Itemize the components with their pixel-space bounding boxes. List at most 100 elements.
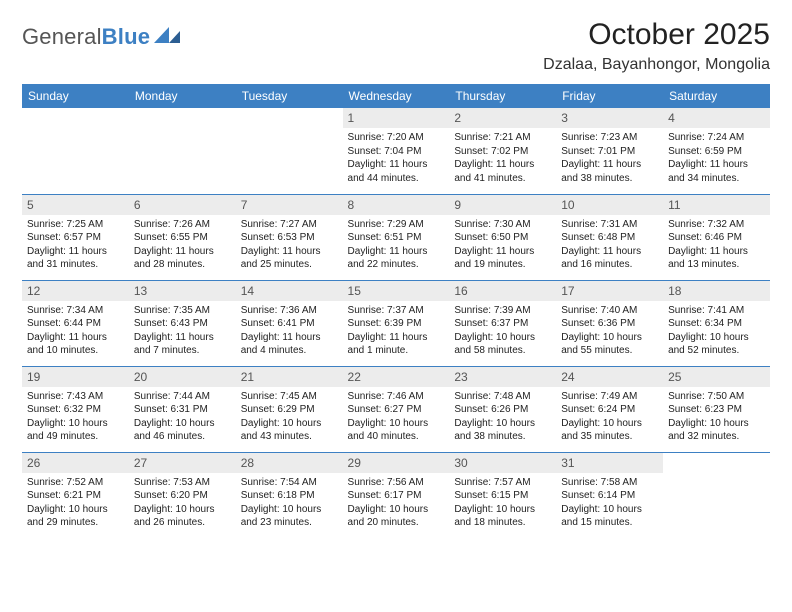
day-body: Sunrise: 7:24 AMSunset: 6:59 PMDaylight:… — [663, 128, 770, 189]
calendar-cell — [236, 108, 343, 194]
sunrise-line: Sunrise: 7:24 AM — [668, 131, 765, 145]
calendar-cell: 24Sunrise: 7:49 AMSunset: 6:24 PMDayligh… — [556, 366, 663, 452]
day-header: Tuesday — [236, 84, 343, 108]
sunset-line: Sunset: 7:01 PM — [561, 145, 658, 159]
sunrise-line: Sunrise: 7:52 AM — [27, 476, 124, 490]
calendar-cell: 25Sunrise: 7:50 AMSunset: 6:23 PMDayligh… — [663, 366, 770, 452]
daylight-line: Daylight: 10 hours and 38 minutes. — [454, 417, 551, 444]
daylight-line: Daylight: 11 hours and 19 minutes. — [454, 245, 551, 272]
day-number: 4 — [663, 108, 770, 128]
sunrise-line: Sunrise: 7:29 AM — [348, 218, 445, 232]
day-body: Sunrise: 7:35 AMSunset: 6:43 PMDaylight:… — [129, 301, 236, 362]
sunrise-line: Sunrise: 7:30 AM — [454, 218, 551, 232]
sunrise-line: Sunrise: 7:41 AM — [668, 304, 765, 318]
calendar-cell: 6Sunrise: 7:26 AMSunset: 6:55 PMDaylight… — [129, 194, 236, 280]
title-block: October 2025 Dzalaa, Bayanhongor, Mongol… — [543, 18, 770, 74]
calendar-cell — [22, 108, 129, 194]
day-body: Sunrise: 7:44 AMSunset: 6:31 PMDaylight:… — [129, 387, 236, 448]
day-header: Sunday — [22, 84, 129, 108]
daylight-line: Daylight: 11 hours and 38 minutes. — [561, 158, 658, 185]
calendar-cell: 30Sunrise: 7:57 AMSunset: 6:15 PMDayligh… — [449, 452, 556, 538]
day-body: Sunrise: 7:23 AMSunset: 7:01 PMDaylight:… — [556, 128, 663, 189]
day-body: Sunrise: 7:29 AMSunset: 6:51 PMDaylight:… — [343, 215, 450, 276]
day-number: 11 — [663, 195, 770, 215]
day-number: 8 — [343, 195, 450, 215]
day-body: Sunrise: 7:45 AMSunset: 6:29 PMDaylight:… — [236, 387, 343, 448]
daylight-line: Daylight: 10 hours and 26 minutes. — [134, 503, 231, 530]
calendar-cell — [129, 108, 236, 194]
sunrise-line: Sunrise: 7:21 AM — [454, 131, 551, 145]
daylight-line: Daylight: 11 hours and 25 minutes. — [241, 245, 338, 272]
daylight-line: Daylight: 10 hours and 52 minutes. — [668, 331, 765, 358]
daylight-line: Daylight: 11 hours and 34 minutes. — [668, 158, 765, 185]
daylight-line: Daylight: 10 hours and 32 minutes. — [668, 417, 765, 444]
day-number: 15 — [343, 281, 450, 301]
calendar-cell: 18Sunrise: 7:41 AMSunset: 6:34 PMDayligh… — [663, 280, 770, 366]
daylight-line: Daylight: 11 hours and 22 minutes. — [348, 245, 445, 272]
daylight-line: Daylight: 11 hours and 7 minutes. — [134, 331, 231, 358]
sunset-line: Sunset: 6:15 PM — [454, 489, 551, 503]
day-body: Sunrise: 7:48 AMSunset: 6:26 PMDaylight:… — [449, 387, 556, 448]
calendar-cell: 26Sunrise: 7:52 AMSunset: 6:21 PMDayligh… — [22, 452, 129, 538]
sunset-line: Sunset: 6:20 PM — [134, 489, 231, 503]
calendar-table: SundayMondayTuesdayWednesdayThursdayFrid… — [22, 84, 770, 538]
calendar-week-row: 19Sunrise: 7:43 AMSunset: 6:32 PMDayligh… — [22, 366, 770, 452]
calendar-cell: 23Sunrise: 7:48 AMSunset: 6:26 PMDayligh… — [449, 366, 556, 452]
day-number: 13 — [129, 281, 236, 301]
sunset-line: Sunset: 6:23 PM — [668, 403, 765, 417]
sunset-line: Sunset: 6:29 PM — [241, 403, 338, 417]
sunset-line: Sunset: 6:46 PM — [668, 231, 765, 245]
day-header: Monday — [129, 84, 236, 108]
day-number: 2 — [449, 108, 556, 128]
sunset-line: Sunset: 6:27 PM — [348, 403, 445, 417]
sunrise-line: Sunrise: 7:50 AM — [668, 390, 765, 404]
calendar-cell: 10Sunrise: 7:31 AMSunset: 6:48 PMDayligh… — [556, 194, 663, 280]
calendar-cell: 7Sunrise: 7:27 AMSunset: 6:53 PMDaylight… — [236, 194, 343, 280]
calendar-cell: 3Sunrise: 7:23 AMSunset: 7:01 PMDaylight… — [556, 108, 663, 194]
logo-icon — [154, 27, 180, 48]
daylight-line: Daylight: 11 hours and 10 minutes. — [27, 331, 124, 358]
sunrise-line: Sunrise: 7:26 AM — [134, 218, 231, 232]
day-number: 24 — [556, 367, 663, 387]
daylight-line: Daylight: 11 hours and 31 minutes. — [27, 245, 124, 272]
day-body: Sunrise: 7:25 AMSunset: 6:57 PMDaylight:… — [22, 215, 129, 276]
logo-text-left: General — [22, 24, 102, 49]
day-number: 1 — [343, 108, 450, 128]
sunrise-line: Sunrise: 7:35 AM — [134, 304, 231, 318]
daylight-line: Daylight: 10 hours and 15 minutes. — [561, 503, 658, 530]
day-number: 26 — [22, 453, 129, 473]
calendar-body: 1Sunrise: 7:20 AMSunset: 7:04 PMDaylight… — [22, 108, 770, 538]
sunrise-line: Sunrise: 7:25 AM — [27, 218, 124, 232]
calendar-week-row: 12Sunrise: 7:34 AMSunset: 6:44 PMDayligh… — [22, 280, 770, 366]
calendar-week-row: 1Sunrise: 7:20 AMSunset: 7:04 PMDaylight… — [22, 108, 770, 194]
day-number: 18 — [663, 281, 770, 301]
day-body: Sunrise: 7:52 AMSunset: 6:21 PMDaylight:… — [22, 473, 129, 534]
day-number: 5 — [22, 195, 129, 215]
sunrise-line: Sunrise: 7:45 AM — [241, 390, 338, 404]
sunrise-line: Sunrise: 7:43 AM — [27, 390, 124, 404]
sunset-line: Sunset: 6:57 PM — [27, 231, 124, 245]
day-body: Sunrise: 7:53 AMSunset: 6:20 PMDaylight:… — [129, 473, 236, 534]
sunrise-line: Sunrise: 7:23 AM — [561, 131, 658, 145]
sunset-line: Sunset: 6:53 PM — [241, 231, 338, 245]
sunrise-line: Sunrise: 7:20 AM — [348, 131, 445, 145]
day-header: Thursday — [449, 84, 556, 108]
day-number: 31 — [556, 453, 663, 473]
sunrise-line: Sunrise: 7:34 AM — [27, 304, 124, 318]
calendar-cell: 12Sunrise: 7:34 AMSunset: 6:44 PMDayligh… — [22, 280, 129, 366]
day-number: 23 — [449, 367, 556, 387]
sunset-line: Sunset: 6:18 PM — [241, 489, 338, 503]
sunrise-line: Sunrise: 7:58 AM — [561, 476, 658, 490]
day-body: Sunrise: 7:40 AMSunset: 6:36 PMDaylight:… — [556, 301, 663, 362]
sunrise-line: Sunrise: 7:40 AM — [561, 304, 658, 318]
sunrise-line: Sunrise: 7:48 AM — [454, 390, 551, 404]
sunset-line: Sunset: 6:14 PM — [561, 489, 658, 503]
calendar-week-row: 26Sunrise: 7:52 AMSunset: 6:21 PMDayligh… — [22, 452, 770, 538]
daylight-line: Daylight: 10 hours and 46 minutes. — [134, 417, 231, 444]
calendar-cell: 22Sunrise: 7:46 AMSunset: 6:27 PMDayligh… — [343, 366, 450, 452]
calendar-cell: 15Sunrise: 7:37 AMSunset: 6:39 PMDayligh… — [343, 280, 450, 366]
sunset-line: Sunset: 6:43 PM — [134, 317, 231, 331]
day-body: Sunrise: 7:54 AMSunset: 6:18 PMDaylight:… — [236, 473, 343, 534]
day-body: Sunrise: 7:31 AMSunset: 6:48 PMDaylight:… — [556, 215, 663, 276]
calendar-header: SundayMondayTuesdayWednesdayThursdayFrid… — [22, 84, 770, 108]
